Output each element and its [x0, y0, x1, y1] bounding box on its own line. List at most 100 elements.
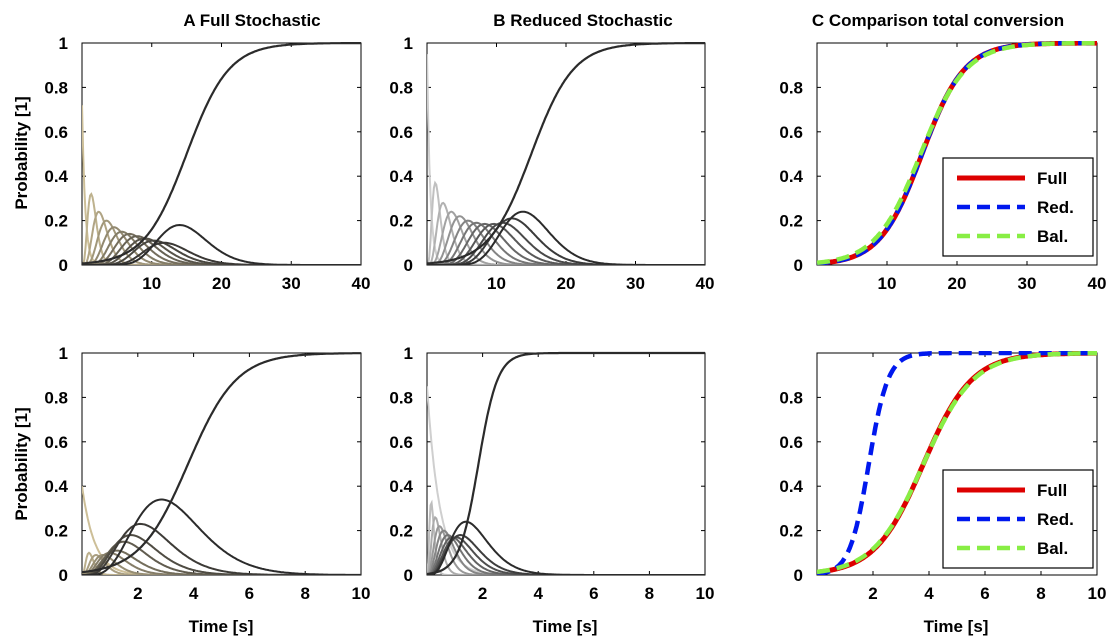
y-tick-label: 0.8	[389, 388, 413, 407]
series-line	[427, 533, 705, 575]
y-tick-label: 1	[59, 344, 68, 363]
x-tick-label: 4	[189, 584, 199, 603]
series-line	[427, 536, 705, 575]
plot-area	[817, 351, 1097, 575]
series-line	[82, 551, 361, 575]
legend-label: Bal.	[1037, 539, 1068, 558]
plot-area	[427, 351, 705, 575]
x-tick-label: 10	[142, 274, 161, 293]
plot-area	[82, 352, 361, 575]
conversion-line	[82, 42, 361, 265]
axes-box	[426, 352, 706, 576]
x-tick-label: 2	[478, 584, 487, 603]
series-line	[427, 533, 705, 575]
panel-bottom-a: 2 4 6 8 10 0 0.2 0.4 0.6 0.8 1	[44, 344, 370, 603]
plot-area	[817, 41, 1097, 265]
series-line	[82, 223, 361, 265]
y-tick-label: 0.6	[779, 123, 803, 142]
y-tick-label: 0.6	[779, 433, 803, 452]
x-tick-label: 30	[282, 274, 301, 293]
y-tick-label: 0.6	[389, 123, 413, 142]
y-tick-label: 0	[59, 566, 68, 585]
series-line	[427, 201, 705, 265]
series-line	[427, 215, 705, 265]
series-line	[82, 219, 361, 265]
x-tick-label: 6	[980, 584, 989, 603]
y-tick-label: 0	[794, 566, 803, 585]
y-tick-label: 0.2	[44, 212, 68, 231]
x-tick-label: 10	[352, 584, 371, 603]
y-tick-label: 0.4	[389, 167, 413, 186]
y-tick-label: 0.8	[779, 388, 803, 407]
x-tick-label: 2	[133, 584, 142, 603]
legend: Full Red. Bal.	[942, 469, 1094, 569]
x-tick-label: 20	[948, 274, 967, 293]
x-tick-label: 40	[696, 274, 715, 293]
series-line-bal	[817, 351, 1097, 575]
xlabel-c: Time [s]	[924, 617, 989, 636]
x-tick-label: 30	[1018, 274, 1037, 293]
x-tick-label: 10	[878, 274, 897, 293]
legend: Full Red. Bal.	[942, 157, 1094, 257]
y-tick-label: 0	[404, 256, 413, 275]
series-line	[427, 210, 705, 265]
y-tick-label: 1	[404, 344, 413, 363]
panel-bottom-b: 2 4 6 8 10 0 0.2 0.4 0.6 0.8 1	[389, 344, 714, 603]
panel-top-a: 10 20 30 40 0 0.2 0.4 0.6 0.8 1	[44, 34, 370, 293]
series-line	[427, 221, 705, 265]
ylabel-top: Probability [1]	[12, 96, 31, 209]
y-tick-label: 0.2	[779, 212, 803, 231]
panel-top-b: 10 20 30 40 0 0.2 0.4 0.6 0.8 1	[389, 34, 714, 293]
panel-bottom-c: 2 4 6 8 10 0 0.2 0.4 0.6 0.8 Full Red. Bal.	[779, 351, 1106, 603]
legend-label: Full	[1037, 169, 1067, 188]
conversion-line	[427, 351, 705, 575]
ylabel-bottom: Probability [1]	[12, 407, 31, 520]
x-tick-label: 6	[589, 584, 598, 603]
plot-area	[427, 42, 705, 265]
x-tick-label: 4	[924, 584, 934, 603]
x-tick-label: 6	[245, 584, 254, 603]
y-tick-label: 0.4	[44, 167, 68, 186]
y-tick-label: 0.6	[44, 433, 68, 452]
legend-label: Bal.	[1037, 227, 1068, 246]
axes-box	[426, 42, 706, 266]
plot-area	[82, 42, 361, 265]
y-tick-label: 0	[794, 256, 803, 275]
y-tick-label: 0.4	[44, 477, 68, 496]
panel-top-c: 10 20 30 40 0 0.2 0.4 0.6 0.8 Full Red. Bal.	[779, 41, 1106, 293]
series-line	[82, 553, 361, 575]
axes-box	[816, 352, 1098, 576]
title-b: B Reduced Stochastic	[493, 11, 673, 30]
y-tick-label: 0.2	[44, 522, 68, 541]
series-line	[427, 520, 705, 575]
title-a: A Full Stochastic	[183, 11, 320, 30]
xlabel-a: Time [s]	[189, 617, 254, 636]
legend-label: Red.	[1037, 510, 1074, 529]
x-tick-label: 30	[626, 274, 645, 293]
y-tick-label: 0.8	[389, 78, 413, 97]
y-tick-label: 1	[404, 34, 413, 53]
series-line	[82, 486, 361, 575]
series-line	[427, 386, 705, 575]
series-line	[427, 536, 705, 575]
y-tick-label: 0.8	[44, 388, 68, 407]
y-tick-label: 0.6	[44, 123, 68, 142]
y-tick-label: 0.2	[389, 212, 413, 231]
x-tick-label: 4	[533, 584, 543, 603]
y-tick-label: 0.4	[779, 167, 803, 186]
x-tick-label: 40	[352, 274, 371, 293]
xlabel-b: Time [s]	[533, 617, 598, 636]
x-tick-label: 10	[487, 274, 506, 293]
x-tick-label: 20	[212, 274, 231, 293]
series-line-bal	[817, 41, 1097, 265]
y-tick-label: 0.2	[389, 522, 413, 541]
series-line	[82, 498, 361, 575]
series-line	[427, 221, 705, 265]
y-tick-label: 0	[59, 256, 68, 275]
series-line	[82, 226, 361, 265]
title-c: C Comparison total conversion	[812, 11, 1064, 30]
series-line	[82, 549, 361, 575]
x-tick-label: 20	[557, 274, 576, 293]
y-tick-label: 0.8	[44, 78, 68, 97]
